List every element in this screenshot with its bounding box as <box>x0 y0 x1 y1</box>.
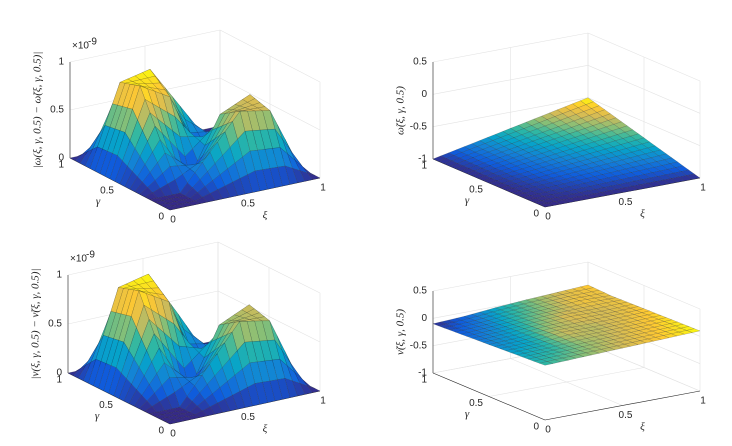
z-axis-label: |ω(ξ, γ, 0.5) − ω̃(ξ, γ, 0.5)| <box>32 52 44 169</box>
multiplier-power: -9 <box>86 250 95 261</box>
grid-line <box>219 77 321 131</box>
y-tick-label: 0 <box>533 422 539 433</box>
grid-line <box>587 32 701 82</box>
z-tick-label: 0 <box>421 313 427 324</box>
grid-line <box>217 290 321 343</box>
x-tick-label: 0 <box>170 215 176 226</box>
z-tick-label: 0.5 <box>413 57 427 68</box>
y-tick-label: 1 <box>56 375 62 386</box>
x-tick-label: 1 <box>700 183 706 194</box>
x-tick-label: 0.5 <box>619 197 633 208</box>
x-tick-label: 0 <box>545 425 551 436</box>
z-tick-label: -0.5 <box>410 121 428 132</box>
grid-line <box>432 65 589 95</box>
grid-line <box>217 241 321 294</box>
z-tick-label: -1 <box>418 154 427 165</box>
y-tick-label: 0 <box>158 212 164 223</box>
surface-patch <box>164 419 178 425</box>
grid-line <box>587 261 701 310</box>
y-tick-label: 0 <box>158 426 164 437</box>
z-axis-label: ω̃(ξ, γ, 0.5) <box>395 86 407 135</box>
x-axis-label: ξ <box>263 210 268 222</box>
y-axis-label: γ <box>96 196 101 208</box>
x-tick-label: 0 <box>545 212 551 223</box>
x-tick-label: 0.5 <box>619 410 633 421</box>
grid-line <box>587 97 701 146</box>
z-axis-label: |ν(ξ, γ, 0.5) − ν̃(ξ, γ, 0.5)| <box>30 269 42 380</box>
z-tick-label: 0 <box>56 368 62 379</box>
z-tick-label: 1 <box>58 57 64 68</box>
surface-patch <box>538 202 554 208</box>
z-tick-label: 0 <box>58 153 64 164</box>
multiplier-power: -9 <box>88 37 97 48</box>
z-tick-label: 0 <box>421 89 427 100</box>
grid-line <box>219 29 321 83</box>
grid-line <box>67 241 219 276</box>
y-tick-label: 0.5 <box>469 185 483 196</box>
grid-line <box>432 32 589 63</box>
z-tick-label: 1 <box>56 270 62 281</box>
y-tick-label: 0.5 <box>99 400 113 411</box>
multiplier-base: ×10 <box>72 41 89 52</box>
grid-line <box>587 343 701 392</box>
y-tick-label: 1 <box>58 160 64 171</box>
x-axis-label: ξ <box>640 208 645 220</box>
subplot: -1 -0.5 0 0.5 0 0.5 1 0 0.5 1 γ ξ ν̃(ξ, γ, 0.5) <box>395 261 706 436</box>
grid-line <box>587 65 701 114</box>
y-axis-label: γ <box>95 410 100 422</box>
x-tick-label: 1 <box>320 396 326 407</box>
x-tick-label: 0 <box>170 429 176 440</box>
grid-line <box>432 97 589 127</box>
grid-line <box>69 29 221 63</box>
y-tick-label: 1 <box>421 161 427 172</box>
subplot: -1 -0.5 0 0.5 0 0.5 1 0 0.5 1 γ ξ ω̃(ξ, γ, 0.5) <box>395 32 706 223</box>
y-tick-label: 0.5 <box>100 186 114 197</box>
x-tick-label: 1 <box>700 396 706 407</box>
x-tick-label: 0.5 <box>241 412 255 423</box>
axis-line <box>432 372 546 421</box>
y-tick-label: 1 <box>421 375 427 386</box>
grid-line <box>488 367 645 397</box>
y-tick-label: 0 <box>533 209 539 220</box>
x-axis-label: ξ <box>640 421 645 433</box>
z-tick-label: 0.5 <box>48 319 62 330</box>
y-tick-label: 0.5 <box>469 398 483 409</box>
x-tick-label: 0.5 <box>241 199 255 210</box>
z-tick-label: -0.5 <box>410 340 428 351</box>
z-tick-label: 0.5 <box>50 105 64 116</box>
surface-patch <box>538 361 554 366</box>
x-axis-label: ξ <box>263 423 268 435</box>
surface-patch <box>164 205 178 211</box>
z-axis-label: ν̃(ξ, γ, 0.5) <box>395 309 407 355</box>
y-axis-label: γ <box>465 195 470 207</box>
y-axis-label: γ <box>465 408 470 420</box>
z-tick-label: -1 <box>418 368 427 379</box>
z-tick-label: 0.5 <box>413 286 427 297</box>
x-tick-label: 1 <box>320 183 326 194</box>
multiplier-base: ×10 <box>70 254 87 265</box>
axis-line <box>544 390 701 421</box>
grid-line <box>432 261 589 292</box>
